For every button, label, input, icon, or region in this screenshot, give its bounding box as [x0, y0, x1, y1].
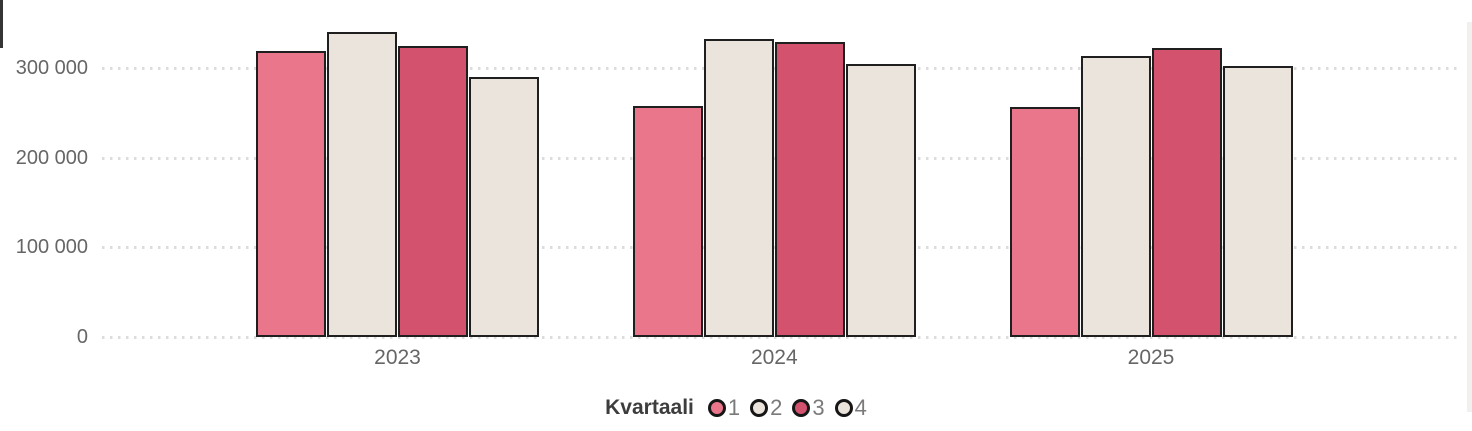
legend-marker-icon — [750, 399, 769, 417]
legend-items: 1 2 3 4 — [707, 395, 867, 421]
legend-item-q4[interactable]: 4 — [834, 395, 867, 421]
legend-item-label: 3 — [812, 395, 825, 420]
legend-title: Kvartaali — [605, 396, 694, 419]
legend-item-q3[interactable]: 3 — [792, 395, 825, 421]
y-axis-tick-label: 100 000 — [15, 236, 88, 259]
x-axis-label-2025: 2025 — [1127, 346, 1175, 369]
legend-marker-icon — [834, 399, 853, 417]
x-axis-label-2024: 2024 — [750, 346, 798, 369]
bar-2024-q4[interactable] — [846, 64, 916, 337]
legend: Kvartaali 1 2 3 4 — [0, 392, 1472, 424]
bar-2025-q3[interactable] — [1152, 48, 1222, 337]
bar-2025-q1[interactable] — [1010, 107, 1080, 337]
bar-2023-q4[interactable] — [469, 77, 539, 337]
bar-2024-q2[interactable] — [704, 39, 774, 337]
legend-item-q1[interactable]: 1 — [707, 395, 741, 421]
legend-marker-icon — [707, 399, 726, 417]
legend-item-label: 4 — [854, 395, 867, 420]
legend-marker-icon — [792, 399, 811, 417]
y-axis-tick-label: 0 — [76, 326, 88, 348]
bar-2024-q1[interactable] — [633, 106, 703, 337]
legend-item-label: 1 — [727, 395, 741, 420]
right-edge-strip — [1467, 22, 1472, 412]
bar-2025-q4[interactable] — [1223, 66, 1293, 337]
legend-item-q2[interactable]: 2 — [750, 395, 782, 421]
bar-2023-q1[interactable] — [256, 51, 326, 337]
bar-2024-q3[interactable] — [775, 42, 845, 337]
y-axis-tick-label: 200 000 — [15, 146, 88, 169]
bar-2023-q3[interactable] — [398, 46, 468, 337]
bar-2023-q2[interactable] — [327, 32, 397, 337]
legend-item-label: 2 — [770, 395, 783, 420]
x-axis-label-2023: 2023 — [374, 346, 421, 369]
gridline — [102, 336, 1458, 339]
left-edge-strip — [0, 0, 3, 48]
y-axis-tick-label: 300 000 — [15, 57, 88, 79]
bar-2025-q2[interactable] — [1081, 56, 1151, 337]
